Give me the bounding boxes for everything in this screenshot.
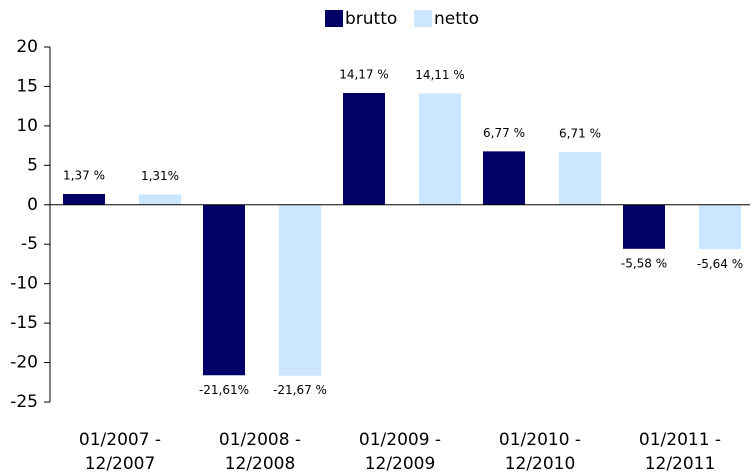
value-label: 1,31% <box>141 169 179 183</box>
y-tick-label: -25 <box>10 392 38 412</box>
y-tick-label: 5 <box>27 155 38 175</box>
legend-label: netto <box>434 9 479 29</box>
bar <box>63 193 105 205</box>
value-label: -21,61% <box>199 383 249 397</box>
legend-label: brutto <box>345 9 397 29</box>
bar <box>343 92 385 205</box>
y-tick-label: 0 <box>27 195 38 215</box>
legend-swatch <box>414 10 432 27</box>
value-label: -5,58 % <box>621 256 667 270</box>
bar <box>419 93 461 205</box>
y-tick-label: -20 <box>10 353 38 373</box>
value-label: 14,17 % <box>339 67 389 81</box>
bar <box>483 151 525 205</box>
bar <box>699 204 741 250</box>
bar <box>139 194 181 205</box>
y-tick-label: 20 <box>16 37 38 57</box>
bar <box>203 204 245 376</box>
x-tick-label: 01/2010 -12/2010 <box>499 430 581 474</box>
x-tick-label: 01/2007 -12/2007 <box>79 430 161 474</box>
y-tick-label: -5 <box>21 234 38 254</box>
value-label: -5,64 % <box>697 257 743 271</box>
bar <box>279 204 321 376</box>
value-label: 14,11 % <box>415 68 465 82</box>
bar <box>623 204 665 249</box>
value-label: -21,67 % <box>273 383 327 397</box>
legend-swatch <box>325 10 343 27</box>
bar <box>559 151 601 205</box>
y-tick-label: 10 <box>16 116 38 136</box>
value-label: 6,71 % <box>559 126 601 140</box>
x-tick-label: 01/2009 -12/2009 <box>359 430 441 474</box>
y-tick-label: -10 <box>10 274 38 294</box>
y-tick-label: -15 <box>10 313 38 333</box>
value-label: 6,77 % <box>483 126 525 140</box>
y-tick-label: 15 <box>16 76 38 96</box>
x-tick-label: 01/2008 -12/2008 <box>219 430 301 474</box>
value-label: 1,37 % <box>63 168 105 182</box>
x-tick-label: 01/2011 -12/2011 <box>639 430 721 474</box>
